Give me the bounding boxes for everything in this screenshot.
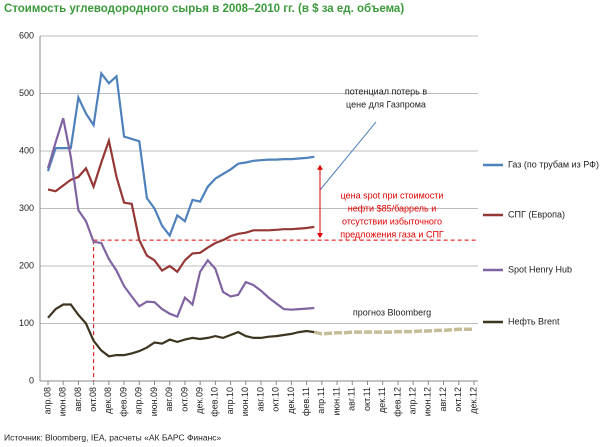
x-tick-label: апр.10 [225, 387, 235, 414]
series-line [313, 327, 474, 336]
annotation: потенциал потерь в [345, 86, 428, 96]
x-tick-label: авг.11 [347, 387, 357, 411]
x-tick-label: июн.11 [331, 387, 341, 416]
x-tick-label: фев.10 [210, 387, 220, 417]
x-tick-label: апр.08 [42, 387, 52, 414]
series-line [47, 136, 315, 274]
legend-label: СПГ (Европа) [508, 209, 565, 219]
legend-label: Газ (по трубам из РФ) [508, 159, 599, 169]
x-tick-label: дек.08 [103, 387, 113, 414]
x-tick-label: авг.10 [255, 387, 265, 411]
chart-title: Стоимость углеводородного сырья в 2008–2… [4, 3, 404, 15]
x-tick-label: апр.12 [408, 387, 418, 414]
annotation: цене для Газпрома [346, 99, 426, 109]
x-tick-label: авг.08 [73, 387, 83, 411]
x-tick-label: дек.12 [468, 387, 478, 414]
legend-label: Нефть Brent [508, 316, 560, 326]
x-tick-label: авг.09 [164, 387, 174, 411]
forecast-label: прогноз Bloomberg [353, 307, 431, 317]
x-tick-label: апр.11 [316, 387, 326, 414]
x-tick-label: июн.08 [58, 387, 68, 416]
annotation: нефти $85/баррель и [348, 203, 437, 213]
x-tick-label: апр.09 [134, 387, 144, 414]
arrow-head [317, 233, 323, 239]
x-tick-label: июн.09 [149, 387, 159, 416]
y-tick-label: 500 [19, 88, 34, 98]
x-tick-label: июн.10 [240, 387, 250, 416]
x-tick-label: фев.12 [392, 387, 402, 417]
x-tick-label: дек.09 [195, 387, 205, 414]
annotation: отсутствии избыточного [342, 216, 442, 226]
series-line [46, 117, 315, 319]
series-line [47, 303, 315, 358]
arrow-head [317, 164, 323, 170]
x-tick-label: июн.12 [423, 387, 433, 416]
x-tick-label: окт.11 [362, 387, 372, 411]
y-tick-label: 300 [19, 203, 34, 213]
x-tick-label: окт.12 [453, 387, 463, 412]
x-tick-label: окт.10 [271, 387, 281, 412]
annotation-pointer [319, 121, 377, 191]
legend-label: Spot Henry Hub [508, 264, 572, 274]
annotation: предложения газа и СПГ [340, 229, 444, 239]
y-tick-label: 0 [29, 375, 34, 385]
y-tick-label: 600 [19, 30, 34, 40]
y-tick-label: 200 [19, 260, 34, 270]
x-tick-label: дек.11 [377, 387, 387, 413]
annotation: цена spot при стоимости [341, 190, 444, 200]
x-tick-label: авг.12 [438, 387, 448, 411]
x-tick-label: фев.11 [301, 387, 311, 416]
x-tick-label: окт.08 [88, 387, 98, 412]
x-tick-label: фев.09 [118, 387, 128, 417]
series-line [46, 70, 315, 238]
x-tick-label: дек.10 [286, 387, 296, 414]
y-tick-label: 400 [19, 145, 34, 155]
x-tick-label: окт.09 [179, 387, 189, 412]
source-note: Источник: Bloomberg, IEA, расчеты «АК БА… [4, 432, 222, 442]
y-tick-label: 100 [19, 318, 34, 328]
